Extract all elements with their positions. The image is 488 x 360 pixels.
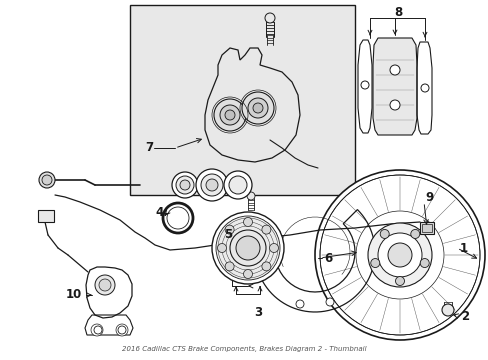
Circle shape (360, 81, 368, 89)
Text: 2016 Cadillac CTS Brake Components, Brakes Diagram 2 - Thumbnail: 2016 Cadillac CTS Brake Components, Brak… (122, 346, 366, 352)
Circle shape (214, 99, 245, 131)
Text: 2: 2 (460, 310, 468, 323)
Circle shape (224, 110, 235, 120)
Bar (38, 210, 54, 222)
Circle shape (176, 176, 194, 194)
Circle shape (172, 172, 198, 198)
Circle shape (216, 216, 280, 280)
Circle shape (236, 236, 260, 260)
Text: 1: 1 (459, 242, 467, 255)
Circle shape (224, 262, 234, 271)
Text: 6: 6 (324, 252, 331, 265)
Circle shape (95, 275, 115, 295)
Circle shape (264, 13, 274, 23)
Circle shape (314, 170, 484, 340)
Circle shape (94, 326, 102, 334)
Circle shape (387, 243, 411, 267)
Bar (130, 5, 354, 195)
Circle shape (196, 169, 227, 201)
Circle shape (243, 270, 252, 279)
Circle shape (420, 84, 428, 92)
Circle shape (319, 175, 479, 335)
Text: 8: 8 (393, 5, 401, 18)
Circle shape (246, 192, 254, 200)
Circle shape (262, 262, 270, 271)
Bar (419, 222, 433, 234)
Circle shape (217, 243, 226, 252)
Circle shape (224, 171, 251, 199)
Circle shape (39, 172, 55, 188)
Circle shape (180, 180, 190, 190)
Polygon shape (372, 38, 416, 135)
Circle shape (367, 223, 431, 287)
Text: 3: 3 (253, 306, 262, 319)
Circle shape (243, 217, 252, 226)
Text: 4: 4 (155, 207, 163, 220)
Circle shape (116, 324, 128, 336)
Circle shape (395, 276, 404, 285)
Circle shape (325, 298, 333, 306)
Circle shape (118, 326, 126, 334)
Circle shape (295, 300, 304, 308)
Text: 5: 5 (224, 228, 232, 240)
Circle shape (247, 98, 267, 118)
Circle shape (389, 65, 399, 75)
Circle shape (370, 258, 379, 267)
Circle shape (377, 233, 421, 277)
Circle shape (242, 92, 273, 124)
Text: 7: 7 (145, 141, 153, 154)
Circle shape (212, 212, 284, 284)
Circle shape (229, 230, 265, 266)
Circle shape (205, 179, 218, 191)
Circle shape (269, 243, 278, 252)
Circle shape (220, 105, 240, 125)
Circle shape (224, 225, 234, 234)
Text: 9: 9 (424, 192, 432, 204)
Bar (421, 224, 431, 232)
Circle shape (389, 100, 399, 110)
Circle shape (201, 174, 223, 196)
Text: 10: 10 (66, 288, 82, 301)
Circle shape (252, 103, 263, 113)
Circle shape (228, 176, 246, 194)
Circle shape (380, 229, 388, 238)
Circle shape (419, 258, 428, 267)
Circle shape (410, 229, 419, 238)
Circle shape (42, 175, 52, 185)
Circle shape (262, 225, 270, 234)
Circle shape (91, 324, 103, 336)
Circle shape (99, 279, 111, 291)
Circle shape (441, 304, 453, 316)
